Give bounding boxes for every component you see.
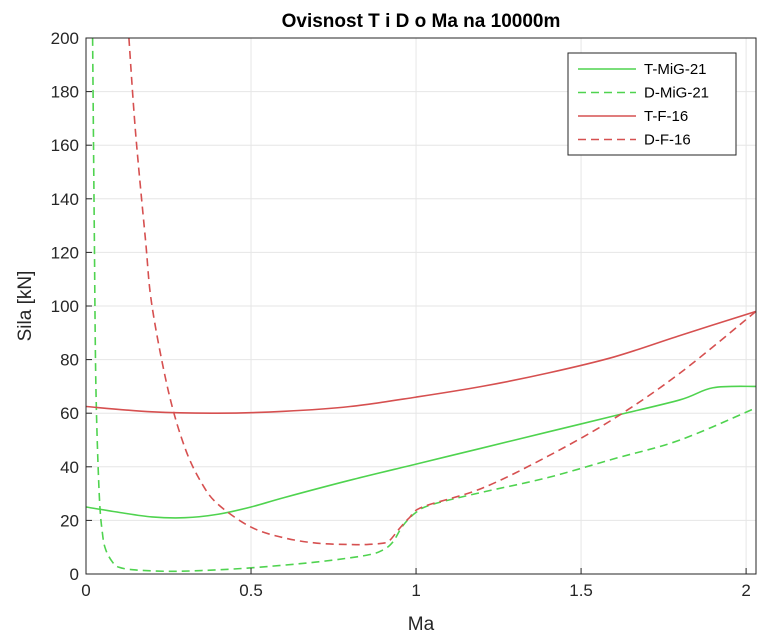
y-tick-label: 120 (51, 243, 79, 262)
x-tick-label: 0.5 (239, 581, 263, 600)
series-line-d-mig-21 (91, 38, 756, 573)
series-line-t-mig-21 (86, 385, 756, 519)
y-tick-label: 20 (60, 511, 79, 530)
y-tick-label: 140 (51, 190, 79, 209)
legend-label: T-F-16 (644, 108, 688, 125)
legend: T-MiG-21 D-MiG-21 T-F-16 D-F-16 (567, 52, 737, 156)
series-line-t-f-16 (86, 310, 756, 415)
x-axis-label: Ma (408, 614, 435, 635)
legend-box (567, 52, 737, 156)
y-tick-label: 180 (51, 83, 79, 102)
y-tick-label: 80 (60, 351, 79, 370)
y-axis-label: Sila [kN] (15, 271, 36, 342)
x-tick-label: 1 (411, 581, 420, 600)
y-tick-label: 0 (70, 565, 79, 584)
x-tick-label: 0 (81, 581, 90, 600)
y-tick-label: 60 (60, 404, 79, 423)
series-layer (86, 38, 756, 573)
y-tick-label: 40 (60, 458, 79, 477)
grid (86, 38, 756, 574)
y-tick-label: 200 (51, 29, 79, 48)
legend-label: T-MiG-21 (644, 61, 707, 78)
x-tick-label: 1.5 (569, 581, 593, 600)
x-tick-label: 2 (741, 581, 750, 600)
y-tick-label: 160 (51, 136, 79, 155)
legend-label: D-F-16 (644, 132, 691, 149)
y-tick-label: 100 (51, 297, 79, 316)
legend-label: D-MiG-21 (644, 85, 709, 102)
chart-title: Ovisnost T i D o Ma na 10000m (282, 11, 561, 32)
